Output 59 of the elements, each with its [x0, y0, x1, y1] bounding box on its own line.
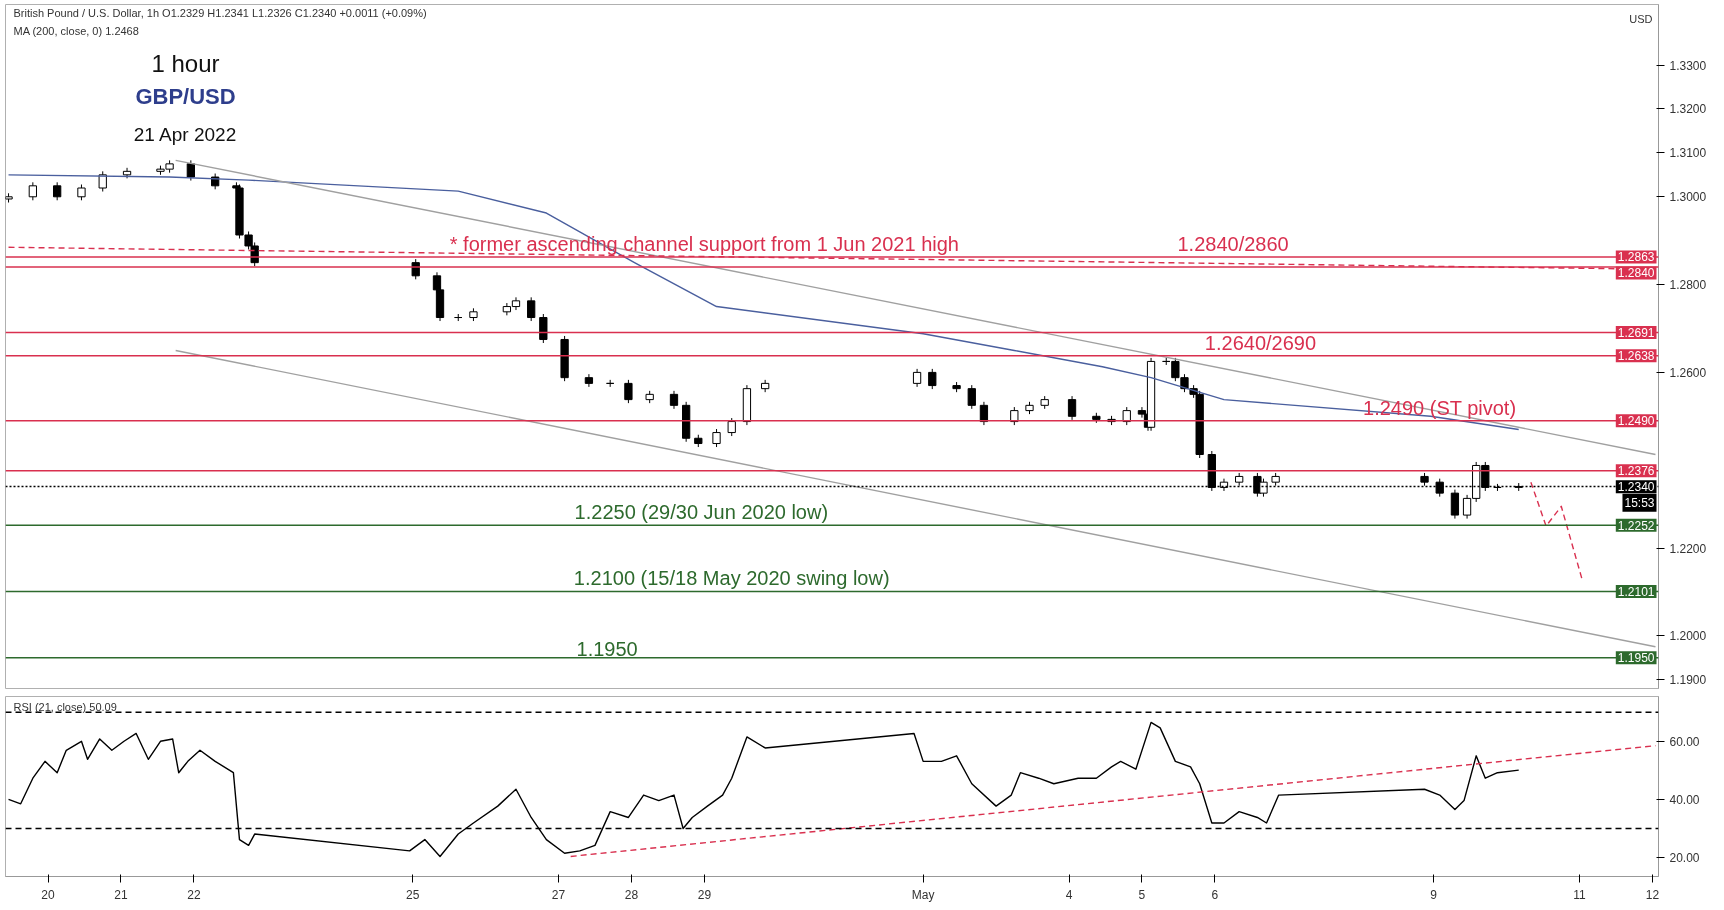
x-tick-label: 5 — [1138, 887, 1146, 902]
line-series — [7, 174, 1520, 431]
candlestick — [967, 384, 976, 410]
candlestick — [928, 368, 937, 390]
annotation: MA (200, close, 0) 1.2468 — [13, 24, 139, 37]
candlestick — [1067, 395, 1077, 421]
candlestick — [584, 373, 594, 388]
candlestick — [527, 296, 536, 322]
annotation: British Pound / U.S. Dollar, 1h O1.2329 H1.2341 L1.2326 C1.2340 +0.0011 (+0.09%) — [13, 6, 427, 19]
x-tick-label: 4 — [1065, 887, 1073, 902]
annotation: 1.2250 (29/30 Jun 2020 low) — [574, 501, 829, 524]
annotation: 1.2840/2860 — [1177, 232, 1289, 255]
y-tick-label: 1.2000 — [1669, 629, 1707, 644]
x-tick-label: 12 — [1645, 887, 1660, 902]
y-axis-title: USD — [1629, 12, 1653, 25]
y-tick-label: 1.3200 — [1669, 102, 1707, 117]
ref-line-label: 1.2840 — [1617, 266, 1655, 281]
ref-line-label: 1.2490 — [1617, 414, 1655, 429]
annotation: 1.2100 (15/18 May 2020 swing low) — [573, 567, 890, 590]
annotation: 1.1950 — [576, 637, 638, 660]
ref-line-label: 1.2252 — [1617, 518, 1655, 533]
candlestick — [1450, 489, 1460, 520]
y-tick-label: 1.2200 — [1669, 541, 1707, 556]
x-tick-label: 29 — [697, 887, 712, 902]
y-tick-label: 40.00 — [1669, 792, 1700, 807]
x-tick-label: 6 — [1211, 887, 1219, 902]
x-tick-label: May — [911, 887, 935, 902]
annotation: 1.2640/2690 — [1204, 331, 1317, 354]
x-tick-label: 20 — [41, 887, 56, 902]
y-tick-label: 1.1900 — [1669, 673, 1707, 688]
y-tick-label: 60.00 — [1669, 734, 1700, 749]
ref-line-label: 1.2691 — [1617, 325, 1655, 340]
y-tick-label: 1.2800 — [1669, 278, 1707, 293]
x-tick-label: 9 — [1430, 887, 1438, 902]
y-tick-label: 1.3300 — [1669, 58, 1707, 73]
candlestick — [979, 401, 989, 426]
candlestick — [624, 379, 633, 404]
y-tick-label: 1.3000 — [1669, 190, 1707, 205]
annotation: 21 Apr 2022 — [133, 123, 237, 145]
ref-line-label: 1.1950 — [1617, 651, 1655, 666]
y-tick-label: 20.00 — [1669, 851, 1700, 866]
x-tick-label: 27 — [551, 887, 566, 902]
x-tick-label: 11 — [1573, 887, 1587, 902]
candlestick — [539, 313, 548, 344]
ref-line-label: 1.2863 — [1617, 250, 1655, 265]
text: 1 hour — [151, 49, 220, 77]
y-tick-label: 1.3100 — [1669, 146, 1707, 161]
text: GBP/USD — [135, 83, 236, 109]
ref-line-label: 1.2340 — [1617, 480, 1655, 495]
x-tick-label: 25 — [406, 887, 420, 902]
x-tick-label: 28 — [624, 887, 639, 902]
ref-line-label: 1.2101 — [1617, 584, 1655, 599]
ref-line-label: 1.2376 — [1617, 464, 1655, 479]
x-tick-label: 22 — [187, 887, 201, 902]
chart-title: RSI (21, close) 50.09 — [13, 700, 117, 713]
y-tick-label: 1.2600 — [1669, 365, 1707, 380]
ref-line-label: 1.2638 — [1617, 349, 1655, 364]
x-tick-label: 21 — [114, 887, 128, 902]
annotation: 15:53 — [1624, 495, 1655, 510]
